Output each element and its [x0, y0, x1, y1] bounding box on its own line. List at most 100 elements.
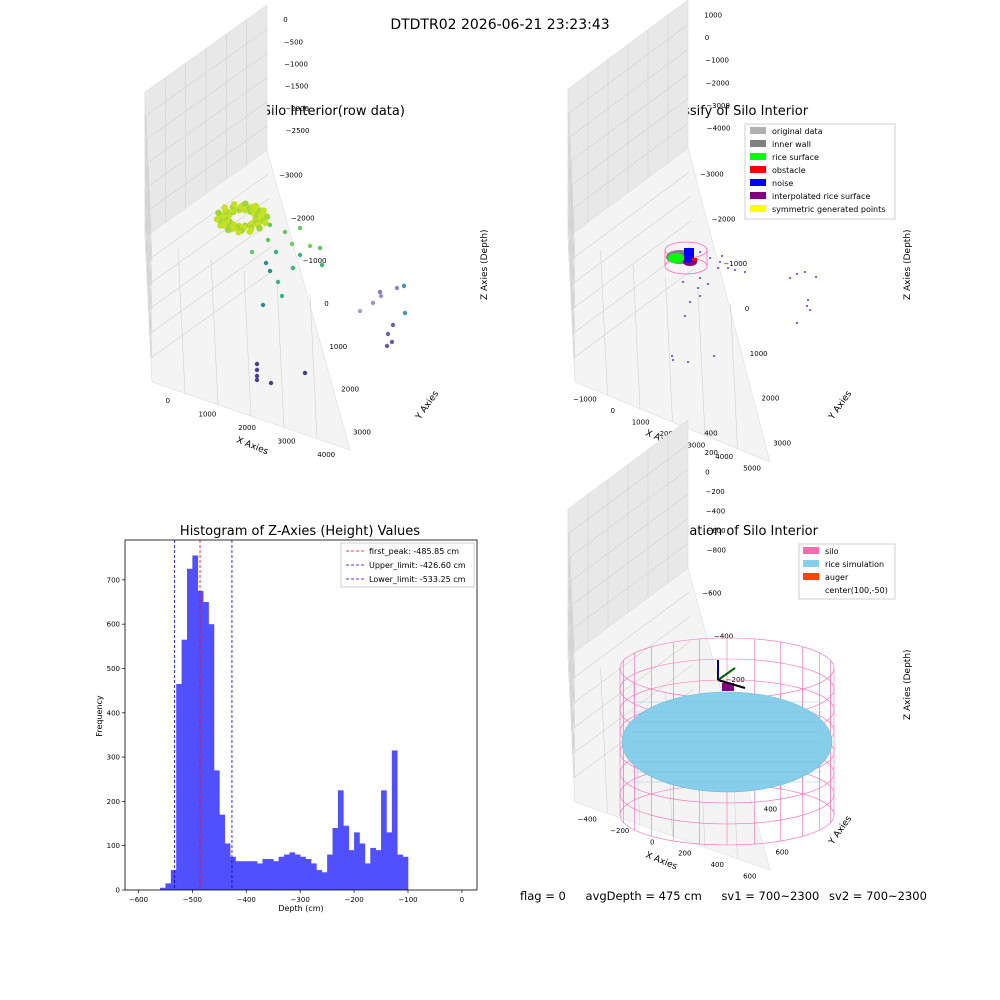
raw-point — [317, 245, 323, 251]
classify-legend-label: interpolated rice surface — [772, 192, 870, 201]
raw-point — [263, 213, 271, 220]
histogram-bar — [197, 590, 204, 890]
histogram-bar — [343, 825, 350, 890]
histogram-bar — [391, 750, 398, 890]
histogram-bar — [192, 555, 199, 890]
simulation-x-tick: −200 — [610, 827, 629, 835]
raw-point — [402, 310, 408, 316]
classify-z-label: Z Axies (Depth) — [903, 229, 913, 300]
simulation-x-tick: 0 — [650, 838, 654, 846]
raw-point — [390, 322, 396, 328]
classify-x-tick: 1000 — [632, 419, 650, 427]
histogram-bar — [316, 870, 323, 890]
histogram-bar — [230, 856, 236, 890]
histogram-bar — [240, 861, 247, 890]
classify-y-tick: 2000 — [762, 395, 780, 403]
histogram-axes-frame — [124, 539, 478, 891]
raw-z-label: Z Axies (Depth) — [480, 229, 490, 300]
classify-noise-point — [717, 267, 719, 269]
classify-x-tick: 0 — [611, 407, 615, 415]
classify-z-tick: 0 — [705, 34, 709, 42]
simulation-x-tick: −400 — [578, 816, 597, 824]
histogram-legend-label: Lower_limit: -533.25 cm — [369, 575, 466, 584]
classify-noise-point — [804, 271, 806, 273]
raw-x-tick: 4000 — [317, 451, 335, 459]
classify-obstacle — [692, 258, 697, 261]
histogram-bar — [273, 861, 279, 890]
classify-noise-point — [806, 305, 808, 307]
classify-noise-point — [671, 355, 673, 357]
classify-rice-surface — [668, 253, 684, 263]
raw-point — [377, 289, 383, 295]
histogram-bar — [300, 856, 306, 890]
raw-point — [370, 300, 376, 306]
raw-point — [319, 262, 325, 268]
classify-noise-point — [672, 359, 674, 361]
classify-noise-point — [809, 309, 811, 311]
raw-y-tick: 2000 — [341, 386, 359, 394]
raw-point — [389, 339, 395, 345]
classify-legend-label: noise — [772, 179, 793, 188]
histogram-x-tick: −500 — [183, 896, 202, 904]
raw-point — [256, 225, 263, 232]
raw-point — [231, 201, 238, 208]
raw-point — [394, 285, 400, 291]
histogram-bar — [402, 856, 409, 890]
histogram-bar — [359, 843, 366, 890]
classify-legend-swatch — [750, 205, 766, 212]
histogram-bar — [354, 832, 360, 890]
histogram-x-tick: −200 — [344, 896, 363, 904]
raw-y-tick: −2000 — [291, 214, 315, 222]
simulation-y-tick: −600 — [702, 590, 721, 598]
simulation-z-tick: 200 — [705, 449, 718, 457]
classify-x-tick: 2000 — [660, 430, 678, 438]
simulation-legend: silo rice simulation auger center(100,-50) — [798, 543, 896, 600]
raw-point — [254, 367, 260, 373]
raw-point — [273, 249, 279, 255]
classify-noise-point — [699, 277, 701, 279]
raw-y-tick: 0 — [324, 300, 328, 308]
classify-noise-point — [709, 257, 711, 259]
flag-text: flag = 0 — [520, 889, 566, 903]
classify-legend-swatch — [750, 140, 766, 147]
raw-point — [213, 216, 221, 223]
simulation-z-tick: 400 — [704, 430, 717, 438]
histogram-bar — [364, 863, 371, 890]
histogram-x-tick: 0 — [460, 896, 464, 904]
histogram-x-tick: −300 — [291, 896, 310, 904]
histogram-bar — [246, 861, 252, 890]
histogram-bar — [375, 850, 382, 890]
raw-point — [357, 308, 363, 314]
histogram-legend-label: Upper_limit: -426.60 cm — [369, 561, 466, 570]
sv1-text: sv1 = 700~2300 — [721, 889, 820, 903]
histogram-title: Histogram of Z-Axies (Height) Values — [179, 524, 421, 539]
raw-point — [297, 252, 303, 258]
raw-point — [249, 249, 255, 255]
classify-y-tick: −1000 — [723, 260, 747, 268]
classify-noise-point — [719, 261, 721, 263]
raw-point — [279, 293, 285, 299]
histogram-bar — [208, 624, 215, 890]
histogram-bar — [213, 770, 220, 890]
classify-z-tick: −2000 — [706, 79, 730, 87]
raw-z-tick: −500 — [284, 38, 303, 46]
classify-noise-point — [697, 287, 699, 289]
classify-noise-point — [687, 361, 689, 363]
raw-x-tick: 2000 — [238, 424, 256, 432]
raw-point — [385, 331, 391, 337]
histogram-y-tick: 500 — [107, 665, 120, 673]
histogram-x-tick: −400 — [237, 896, 256, 904]
simulation-y-tick: 400 — [764, 805, 777, 813]
classify-y-tick: −3000 — [700, 170, 724, 178]
classify-noise-point — [699, 251, 701, 253]
histogram-y-tick: 600 — [107, 621, 120, 629]
raw-z-tick: −2500 — [286, 127, 310, 135]
classify-noise-point — [713, 355, 715, 357]
raw-point — [260, 302, 266, 308]
classify-x-tick: −1000 — [573, 396, 597, 404]
simulation-y-tick: −400 — [714, 633, 733, 641]
histogram-bar — [337, 790, 344, 890]
histogram-bar — [278, 856, 285, 890]
simulation-axis-y-arrow — [717, 667, 736, 681]
